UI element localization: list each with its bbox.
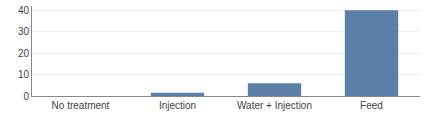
- svg-text:Injection: Injection: [159, 100, 196, 111]
- svg-text:10: 10: [18, 69, 30, 80]
- svg-text:0: 0: [23, 91, 29, 102]
- svg-text:40: 40: [18, 5, 30, 16]
- svg-text:30: 30: [18, 26, 30, 37]
- svg-text:Water + Injection: Water + Injection: [237, 100, 312, 111]
- svg-text:20: 20: [18, 48, 30, 59]
- svg-text:No treatment: No treatment: [52, 100, 110, 111]
- svg-text:Feed: Feed: [360, 100, 383, 111]
